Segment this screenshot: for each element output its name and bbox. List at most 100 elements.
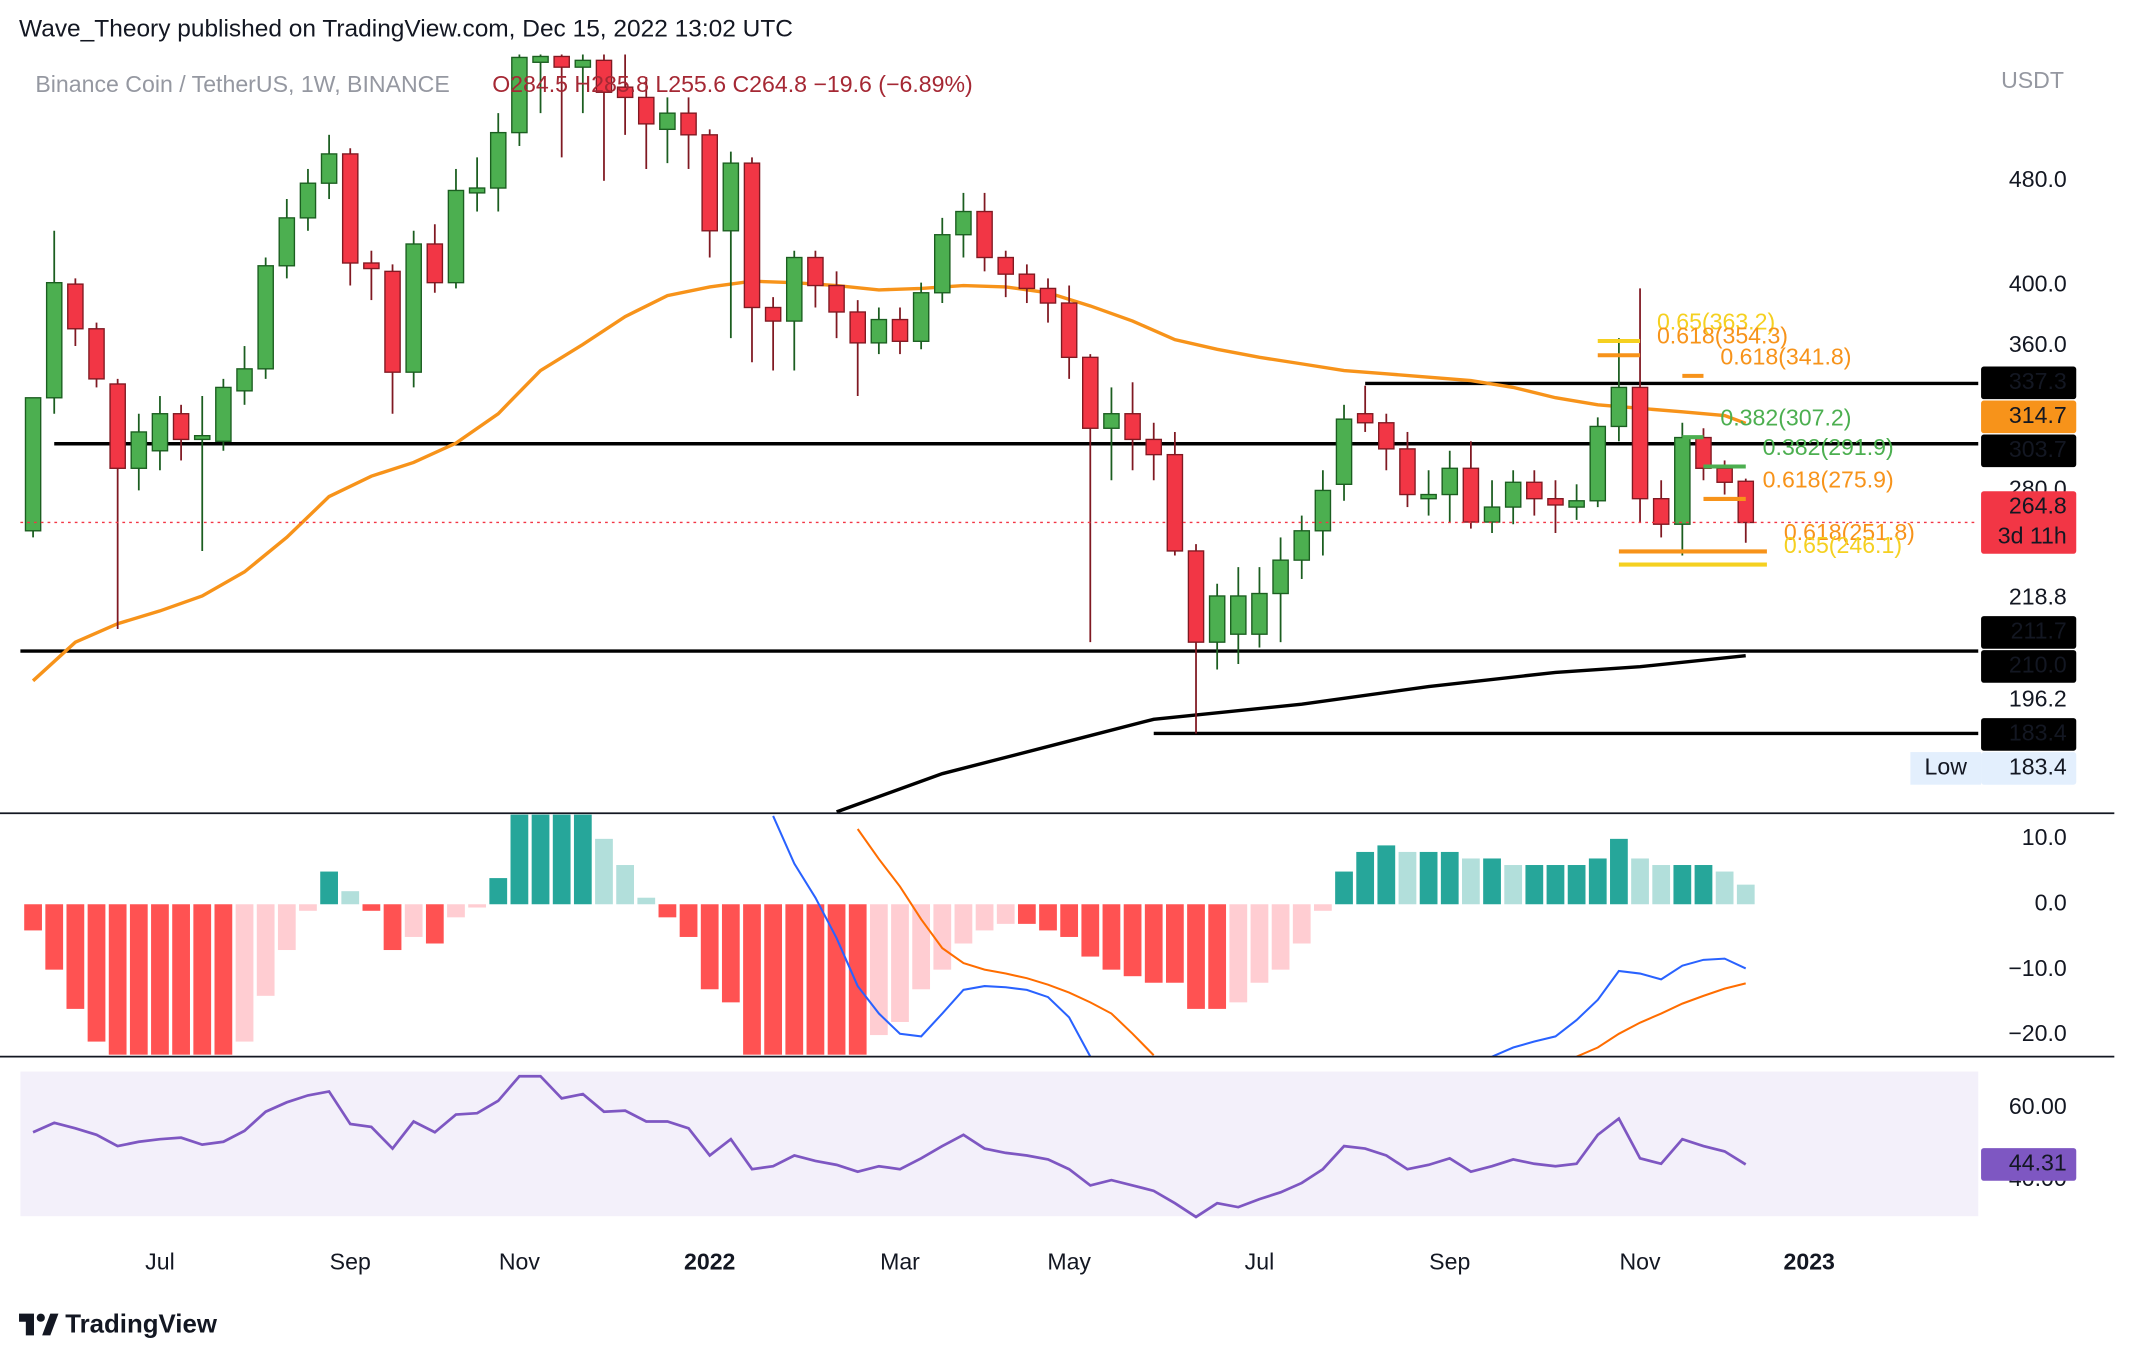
macd-pane [24,814,1755,1057]
macd-histogram-bar [447,904,465,918]
macd-histogram-bar [806,904,825,1055]
rsi-line [32,1074,1747,1219]
macd-histogram-bar [1250,904,1269,983]
fib-label: 0.618(251.8) [1784,519,1915,545]
macd-histogram-bar [912,904,931,990]
price-label-prefix: Low [1925,754,1968,780]
price-label: 211.7 [2011,618,2067,644]
candle-body [912,292,930,342]
macd-histogram-bar [151,904,169,1055]
candle-body [616,86,634,99]
y-tick-label: 0.0 [2035,889,2067,915]
candle-body [1039,287,1057,304]
macd-histogram-bar [108,904,127,1055]
candle-body [1589,425,1607,502]
macd-histogram-bar [362,904,381,911]
candle-body [1335,418,1353,485]
candle-body [1378,422,1395,450]
candle-body [1526,481,1543,500]
candle-body [130,431,148,469]
candle-body [553,55,570,68]
candle-body [341,153,359,264]
candle-body [1082,356,1099,429]
macd-histogram-bar [1588,858,1607,905]
candle-body [1420,493,1437,500]
macd-histogram-bar [827,904,846,1055]
candle-body [997,256,1015,275]
macd-histogram-bar [1060,904,1079,937]
macd-histogram-bar [785,904,804,1055]
candle-body [595,59,613,93]
candle-body [1293,530,1311,561]
macd-histogram-bar [256,904,275,996]
candle-body [1462,467,1480,523]
macd-histogram-bar [1525,865,1544,905]
price-label-box [1981,400,2077,434]
rsi-band [20,1071,1979,1217]
macd-histogram-bar [404,904,423,937]
candle-body [1504,481,1522,508]
fib-label: 0.65(246.1) [1784,532,1902,558]
rsi-value-box [1981,1148,2077,1181]
macd-histogram-bar [1610,838,1628,905]
price-label: 183.4 [2009,754,2067,780]
macd-histogram-bar [24,904,42,931]
y-tick-label: 400.0 [2009,271,2067,297]
candle-body [828,284,845,313]
macd-histogram-bar [1631,858,1649,905]
symbol: Binance Coin / TetherUS, 1W, BINANCE [35,71,449,97]
macd-histogram-bar [489,878,508,905]
candle-body [849,311,867,344]
macd-histogram-bar [341,891,360,905]
candle-body [278,217,296,267]
price-label-box [1981,366,2077,400]
macd-histogram-bar [1081,904,1100,957]
candle-body [468,187,486,194]
macd-histogram-bar [933,904,952,970]
candle-body [891,318,909,342]
price-label: 218.8 [2009,584,2067,610]
candle-body [1103,413,1120,429]
moving-average [836,653,1746,814]
macd-histogram-bar [299,904,317,911]
macd-histogram-bar [193,904,212,1055]
candle-body [363,262,380,270]
macd-histogram-bar [1292,904,1311,944]
x-tick-label: May [1047,1248,1091,1274]
y-tick-label: −10.0 [2008,955,2066,981]
candle-body [1208,595,1226,643]
macd-histogram-bar [320,871,338,905]
macd-histogram-bar [764,904,783,1055]
price-label-box [1981,650,2077,683]
macd-histogram-bar [1165,904,1184,983]
x-tick-label: 2022 [684,1248,735,1274]
macd-histogram-bar [172,904,190,1055]
price-label: 210.0 [2009,652,2067,678]
candle-body [193,434,211,441]
fib-label: 0.382(291.9) [1763,434,1894,460]
candle-body [1568,500,1585,508]
candle-body [637,96,655,125]
price-label: 337.3 [2009,368,2067,394]
macd-histogram-bar [1208,904,1227,1009]
candle-body [1399,448,1416,496]
y-tick-label: 60.00 [2009,1093,2067,1119]
macd-histogram-bar [743,904,761,1055]
macd-histogram-bar [1483,858,1501,905]
candle-body [236,368,253,392]
x-tick-label: Mar [880,1248,920,1274]
price-label: 314.7 [2009,402,2067,428]
candle-body [1652,498,1670,525]
macd-histogram-bar [235,904,254,1042]
candle-body [1230,595,1247,635]
macd-histogram-bar [1187,904,1205,1009]
candle-body [447,189,465,284]
macd-histogram-bar [679,904,698,937]
macd-histogram-bar [1102,904,1121,970]
macd-histogram-bar [1229,904,1248,1003]
macd-line [856,828,1746,1057]
candle-body [151,413,169,452]
